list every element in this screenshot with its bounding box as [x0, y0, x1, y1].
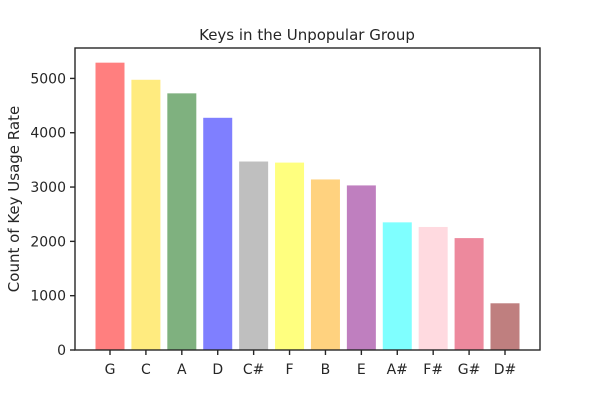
chart-title: Keys in the Unpopular Group	[199, 26, 415, 44]
y-tick-label: 2000	[30, 234, 66, 250]
x-tick-label: F	[286, 362, 294, 378]
bar-e	[346, 185, 376, 350]
y-tick-label: 0	[57, 343, 66, 359]
bar-f-sharp	[418, 226, 448, 350]
x-tick-label: A	[177, 362, 187, 378]
x-tick-label: C	[141, 362, 151, 378]
bar-group	[95, 62, 520, 351]
bar-g-sharp	[454, 238, 484, 350]
bar-b	[310, 179, 340, 350]
x-tick-label: B	[321, 362, 331, 378]
bar-a	[167, 93, 197, 351]
plot-frame	[74, 47, 541, 351]
y-axis-label: Count of Key Usage Rate	[5, 106, 23, 292]
x-tick-label: F#	[423, 362, 443, 378]
x-tick-label: E	[357, 362, 366, 378]
y-tick-label: 5000	[30, 71, 66, 87]
x-tick-label: G#	[458, 362, 481, 378]
x-tick-label: D	[212, 362, 223, 378]
y-tick-label: 1000	[30, 289, 66, 305]
bar-g	[95, 62, 125, 350]
x-tick-label: G	[105, 362, 116, 378]
bar-f	[275, 162, 305, 350]
bar-d-sharp	[490, 303, 520, 350]
bar-c-sharp	[239, 161, 269, 350]
bar-d	[203, 117, 233, 351]
bar-c	[131, 79, 161, 350]
bar-a-sharp	[382, 222, 412, 350]
x-axis-ticks: G C A D C# F B E A# F# G# D#	[105, 350, 517, 378]
y-tick-label: 3000	[30, 180, 66, 196]
y-axis-ticks: 0 1000 2000 3000 4000 5000	[30, 71, 75, 359]
x-tick-label: C#	[243, 362, 265, 378]
x-tick-label: A#	[387, 362, 408, 378]
x-tick-label: D#	[494, 362, 517, 378]
y-tick-label: 4000	[30, 126, 66, 142]
